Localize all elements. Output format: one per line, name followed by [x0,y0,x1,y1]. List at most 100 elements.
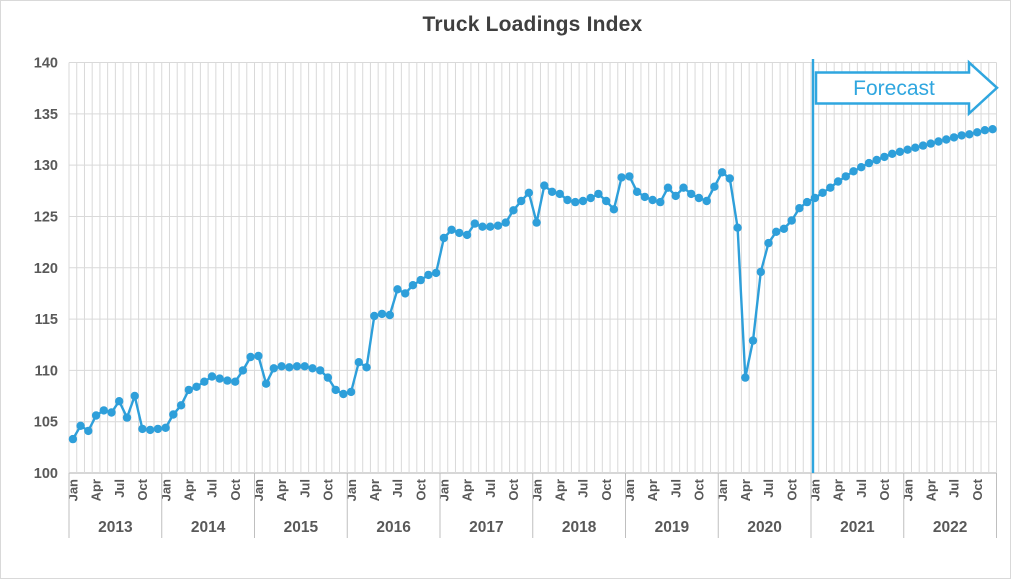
month-tick-label: Jul [112,479,127,498]
data-point [795,204,804,213]
month-tick-label: Oct [784,478,799,500]
data-point [602,196,611,206]
data-point [362,363,371,372]
month-tick-label: Apr [89,479,104,501]
month-tick-label: Apr [831,479,846,501]
data-point [555,189,564,199]
data-point [146,425,155,435]
month-tick-label: Oct [970,478,985,500]
y-tick-label: 110 [35,363,58,379]
data-point [980,126,990,135]
year-label: 2019 [655,519,690,536]
data-point [810,193,820,203]
y-tick-label: 120 [34,261,58,277]
data-point [153,424,163,434]
data-point [91,411,101,420]
year-label: 2020 [747,519,781,536]
month-tick-label: Jan [251,479,266,501]
month-tick-label: Jan [158,479,173,501]
data-point [802,197,812,207]
month-tick-label: Jan [622,479,637,501]
data-point [416,275,425,285]
data-point [779,224,789,233]
data-point [748,336,758,345]
data-point [493,221,503,230]
month-tick-label: Apr [645,479,660,501]
data-point [254,351,263,361]
data-point [949,133,959,142]
data-point [524,188,534,197]
forecast-arrow-label: Forecast [853,77,935,100]
data-point [130,391,139,401]
y-tick-label: 135 [34,107,58,123]
data-point [818,188,827,197]
data-point [462,230,472,240]
data-point [895,147,905,156]
year-label: 2015 [284,519,319,536]
y-tick-label: 125 [34,209,58,225]
data-point [663,183,673,192]
month-tick-label: Oct [599,478,614,500]
data-point [393,285,402,294]
data-point [300,362,309,371]
data-point [277,362,286,371]
year-labels: 2013 2014 2015 2016 2017 2018 2019 2020 2021 2022 [98,519,967,536]
month-tick-label: Apr [367,479,382,501]
y-axis-labels: 100 105 110 115 120 125 130 135 140 [34,56,58,483]
data-point [385,310,394,320]
data-point [687,189,696,199]
data-point [679,183,688,192]
month-labels: Jan Apr Jul Oct Jan Apr Jul Oct Jan Apr Jul Oct Jan A… [66,478,985,501]
data-point [84,426,93,436]
month-tick-label: Oct [228,478,243,500]
data-point [586,193,595,203]
data-point [547,187,557,196]
data-point [826,183,835,192]
data-point [184,385,193,395]
data-point [857,163,866,172]
y-tick-label: 130 [34,158,58,174]
data-point [578,196,588,206]
data-point [308,364,317,373]
data-point [872,155,881,165]
month-tick-label: Jan [437,479,452,501]
data-point [756,267,765,277]
y-tick-label: 100 [34,466,58,482]
forecast-arrow: Forecast [814,59,999,117]
data-point [223,376,232,385]
month-tick-label: Oct [692,478,707,500]
data-point [733,223,742,232]
data-series [68,125,997,444]
data-point [617,173,626,182]
data-point [408,281,418,290]
data-point [864,158,874,168]
data-point [540,181,549,190]
data-point [192,382,201,391]
month-tick-label: Apr [923,479,938,501]
data-point [246,352,255,362]
data-point [710,182,719,191]
year-label: 2017 [469,519,503,536]
month-tick-label: Jul [576,479,591,498]
month-tick-label: Jul [854,479,869,498]
month-tick-label: Jul [947,479,962,498]
month-tick-label: Oct [877,478,892,500]
data-point [76,421,85,430]
data-point [764,238,773,248]
data-point [965,130,974,139]
month-tick-label: Jan [66,479,81,501]
data-point [772,227,781,236]
data-point [988,125,997,134]
year-label: 2016 [376,519,411,536]
data-point [200,377,209,386]
month-tick-label: Jan [808,479,823,501]
data-point [656,197,665,207]
data-point [741,373,750,382]
data-point [424,270,433,280]
month-tick-label: Apr [460,479,475,501]
data-point [68,434,78,444]
data-point [694,193,704,203]
data-point [176,401,186,410]
data-point [532,218,541,227]
